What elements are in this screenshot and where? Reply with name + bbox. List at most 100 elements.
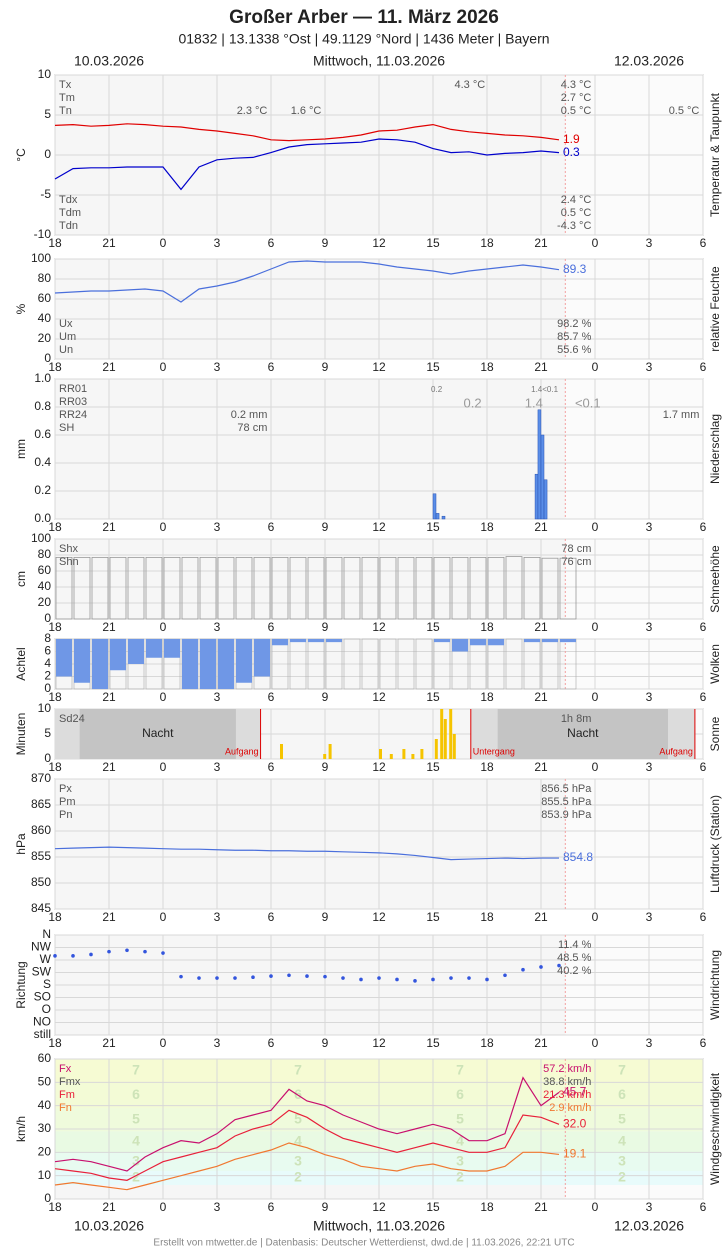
x-tick-label: 18 <box>48 910 62 924</box>
y-tick-label: 6 <box>44 644 51 658</box>
x-tick-label: 0 <box>160 910 167 924</box>
stat-label: Shn <box>59 556 79 568</box>
precip-bar <box>432 493 437 520</box>
x-tick-label: 21 <box>534 1036 548 1050</box>
direction-dot <box>377 976 381 980</box>
cloud-bar <box>290 639 306 643</box>
y-tick-label: 100 <box>31 531 51 545</box>
snow-bar <box>199 557 217 620</box>
x-tick-label: 3 <box>646 1036 653 1050</box>
stat-label: Tdx <box>59 194 78 206</box>
x-tick-label: 6 <box>268 620 275 634</box>
cloud-bar <box>524 639 540 643</box>
snow-bar <box>289 557 307 620</box>
x-tick-label: 15 <box>426 690 440 704</box>
y-tick-label: 8 <box>44 631 51 645</box>
beaufort-label: 2 <box>294 1169 302 1185</box>
x-tick-label: 0 <box>592 360 599 374</box>
y-tick-label: 0.8 <box>34 399 51 413</box>
end-label: 45.7 <box>563 1085 587 1099</box>
y-tick-label: 10 <box>38 701 52 715</box>
snow-bar <box>307 557 325 620</box>
snow-bar <box>361 557 379 620</box>
x-tick-label: 6 <box>268 760 275 774</box>
x-tick-label: 3 <box>214 236 221 250</box>
end-label: 1.9 <box>563 132 580 146</box>
direction-dot <box>323 974 327 979</box>
x-tick-label: 3 <box>646 620 653 634</box>
stat-value: 2.7 °C <box>561 92 592 104</box>
future-shade <box>565 539 703 619</box>
stat-label: Tn <box>59 105 72 117</box>
cloud-bar <box>182 639 198 689</box>
precip-bar <box>534 473 539 520</box>
y-axis-label: km/h <box>14 1116 28 1142</box>
beaufort-label: 4 <box>456 1133 464 1149</box>
sun-bar <box>449 709 453 759</box>
cloud-bar <box>254 639 270 677</box>
snow-bar <box>145 557 163 620</box>
y-tick-label: -5 <box>40 187 51 201</box>
snow-bar <box>73 557 91 620</box>
x-tick-label: 0 <box>592 760 599 774</box>
x-tick-label: 21 <box>102 236 116 250</box>
stat-value: 55.6 % <box>557 344 591 356</box>
snow-bar <box>217 557 235 620</box>
beaufort-label: 6 <box>294 1086 302 1102</box>
y-tick-label: 0 <box>44 681 51 695</box>
y-tick-label: 860 <box>31 823 51 837</box>
direction-dot <box>125 948 129 953</box>
stat-value: 1h 8m <box>561 713 592 725</box>
stat-value: 856.5 hPa <box>541 783 592 795</box>
x-tick-label: 21 <box>102 1036 116 1050</box>
panel-title: Luftdruck (Station) <box>708 795 722 893</box>
date-left: 10.03.2026 <box>74 53 144 69</box>
x-tick-label: 0 <box>592 1200 599 1214</box>
cloud-bar <box>200 639 216 689</box>
stat-label: SH <box>59 422 74 434</box>
sun-bar <box>411 754 415 759</box>
x-tick-label: 21 <box>102 910 116 924</box>
stat-value: 57.2 km/h <box>543 1063 591 1075</box>
stat-label: Shx <box>59 543 78 555</box>
direction-dot <box>233 976 237 980</box>
future-shade <box>565 259 703 359</box>
date-right: 12.03.2026 <box>614 53 684 69</box>
x-tick-label: 18 <box>480 360 494 374</box>
x-tick-label: 3 <box>214 910 221 924</box>
panel-title: Wolken <box>708 644 722 684</box>
x-tick-label: 12 <box>372 690 386 704</box>
x-tick-label: 0 <box>160 360 167 374</box>
direction-dot <box>143 949 147 954</box>
beaufort-label: 6 <box>456 1086 464 1102</box>
sun-bar <box>389 754 393 759</box>
stat-value: 853.9 hPa <box>541 809 592 821</box>
x-tick-label: 3 <box>214 620 221 634</box>
direction-dot <box>359 977 363 982</box>
end-label: 0.3 <box>563 145 580 159</box>
stat-label: Tm <box>59 92 75 104</box>
snow-bar <box>91 557 109 620</box>
x-tick-label: 21 <box>534 690 548 704</box>
x-tick-label: 6 <box>268 236 275 250</box>
beaufort-label: 5 <box>294 1110 302 1126</box>
y-tick-label: NO <box>33 1015 51 1029</box>
x-tick-label: 3 <box>214 360 221 374</box>
x-tick-label: 6 <box>700 910 707 924</box>
y-tick-label: 60 <box>38 291 52 305</box>
future-shade <box>565 379 703 519</box>
series-line <box>54 846 559 861</box>
snow-bar <box>55 557 73 620</box>
x-tick-label: 15 <box>426 520 440 534</box>
x-tick-label: 12 <box>372 360 386 374</box>
stat-label: Pn <box>59 809 72 821</box>
snow-bar <box>163 557 181 620</box>
x-tick-label: 15 <box>426 1036 440 1050</box>
x-tick-label: 9 <box>322 520 329 534</box>
direction-dot <box>71 954 75 958</box>
night-core <box>497 709 669 759</box>
x-tick-label: 18 <box>48 236 62 250</box>
direction-dot <box>395 977 399 982</box>
cloud-bar <box>218 639 234 689</box>
y-tick-label: 1.0 <box>34 371 51 385</box>
